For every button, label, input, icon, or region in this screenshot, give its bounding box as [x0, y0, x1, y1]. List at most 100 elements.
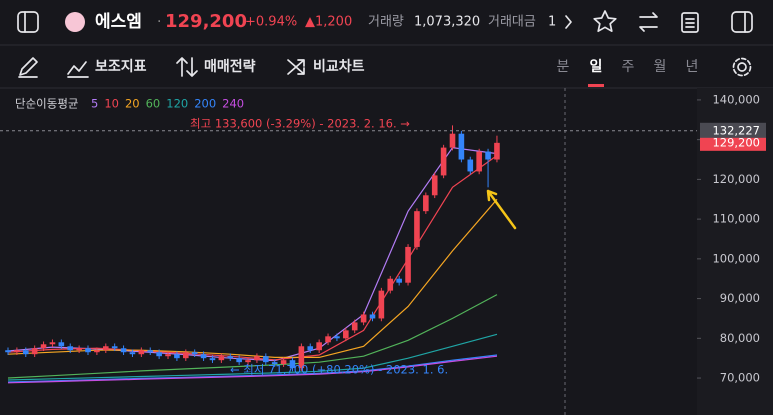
candle-body — [271, 362, 278, 365]
legend-entry: 20 — [125, 97, 140, 111]
candle-body — [334, 336, 340, 339]
candle-body — [360, 314, 367, 323]
period-tab[interactable]: 일 — [590, 59, 603, 75]
candle-body — [138, 350, 145, 355]
candle-body — [245, 360, 251, 363]
stock-logo — [65, 12, 85, 32]
indicator-button[interactable]: 보조지표 — [95, 59, 147, 75]
legend-entry: 5 — [91, 97, 98, 111]
low-annotation: ← 최저 71,700 (+80.20%) - 2023. 1. 6. — [230, 363, 448, 377]
candle-body — [405, 246, 411, 283]
candle-body — [120, 348, 127, 353]
moving-average-line — [7, 333, 498, 381]
swap-button[interactable] — [639, 12, 658, 32]
y-tick-label: 70,000 — [720, 371, 760, 385]
candle-body — [343, 330, 349, 339]
candle-body — [200, 354, 207, 359]
candle-body — [191, 352, 198, 355]
candle-body — [156, 352, 162, 357]
candle-body — [218, 356, 225, 361]
candle-body — [102, 346, 109, 351]
period-tab[interactable]: 주 — [622, 59, 635, 75]
candle-body — [325, 336, 331, 343]
y-tick-label: 100,000 — [712, 251, 760, 265]
settings-button[interactable] — [732, 57, 752, 77]
candle-body — [76, 348, 82, 351]
y-tick-label: 120,000 — [712, 172, 760, 186]
candle-body — [236, 358, 242, 363]
pointer-arrow — [486, 189, 517, 230]
order-icon — [685, 18, 695, 28]
legend-entry: 60 — [146, 97, 161, 111]
legend-title: 단순이동평균 — [15, 97, 78, 111]
period-underline — [588, 84, 604, 87]
legend-entry: 10 — [104, 97, 119, 111]
crosshair-tag — [700, 122, 766, 138]
high-annotation: 최고 133,600 (-3.29%) - 2023. 2. 16. → — [190, 117, 410, 131]
sidebar-button[interactable] — [17, 11, 39, 33]
compare-button[interactable]: 비교차트 — [313, 59, 365, 75]
candle-body — [31, 348, 38, 355]
last-price-label: 129,200 — [712, 135, 760, 149]
period-tab[interactable]: 년 — [686, 59, 699, 75]
candle-body — [449, 133, 456, 148]
y-tick-label: 110,000 — [712, 212, 760, 226]
candle-body — [378, 290, 385, 319]
candle-body — [67, 346, 74, 351]
candle-body — [485, 151, 491, 160]
amount: 1 — [548, 15, 556, 30]
legend-entry: 120 — [166, 97, 188, 111]
candle-body — [40, 344, 47, 349]
indicator-icon — [67, 61, 89, 78]
y-tick-label: 80,000 — [720, 331, 760, 345]
candle-body — [111, 346, 118, 349]
candle-body — [298, 346, 305, 369]
y-tick-label: 140,000 — [712, 92, 760, 106]
candle-body — [431, 175, 438, 196]
candle-body — [369, 314, 376, 319]
compare-icon — [287, 59, 305, 75]
stock-name: 에스엠 — [95, 12, 142, 32]
draw-button[interactable] — [18, 57, 38, 78]
candle-body — [316, 342, 322, 351]
change-pct: +0.94% — [245, 15, 297, 30]
candle-body — [147, 350, 154, 353]
period-tab[interactable]: 분 — [557, 59, 570, 75]
candle-body — [209, 358, 216, 361]
candle-body — [227, 356, 234, 359]
strategy-icon — [176, 57, 198, 77]
volume-label: 거래량 — [368, 15, 404, 30]
candle-body — [14, 350, 20, 353]
chart: 140,000130,000120,000110,000100,00090,00… — [0, 88, 773, 415]
price: 129,200 — [165, 11, 247, 32]
amount-label: 거래대금 — [488, 15, 536, 30]
candle-body — [289, 360, 296, 369]
candle-body — [476, 151, 482, 172]
panel-button[interactable] — [731, 11, 753, 33]
header: 에스엠 · 129,200 +0.94% ▲1,200 거래량 1,073,32… — [17, 10, 753, 33]
candle-body — [494, 142, 500, 160]
separator: · — [157, 14, 161, 30]
candle-body — [307, 346, 314, 351]
change: ▲1,200 — [305, 15, 352, 30]
period-tab[interactable]: 월 — [654, 59, 667, 75]
moving-average-line — [7, 354, 498, 383]
order-button[interactable] — [681, 12, 699, 33]
candle-body — [174, 354, 180, 359]
legend-entry: 200 — [194, 97, 216, 111]
candle-body — [263, 356, 269, 363]
crosshair-label: 132,227 — [712, 123, 760, 137]
strategy-button[interactable]: 매매전략 — [204, 58, 256, 75]
candle-body — [396, 278, 402, 283]
favorite-button[interactable] — [593, 10, 617, 33]
legend-entry: 240 — [222, 97, 244, 111]
candle-body — [5, 350, 11, 353]
toolbar: 보조지표 매매전략 비교차트 분 일 주 월 년 — [18, 57, 752, 87]
more-arrow[interactable] — [565, 15, 572, 29]
moving-average-line — [7, 294, 498, 379]
y-tick-label: 90,000 — [720, 291, 760, 305]
settings-icon — [737, 62, 747, 72]
candle-body — [440, 147, 447, 176]
